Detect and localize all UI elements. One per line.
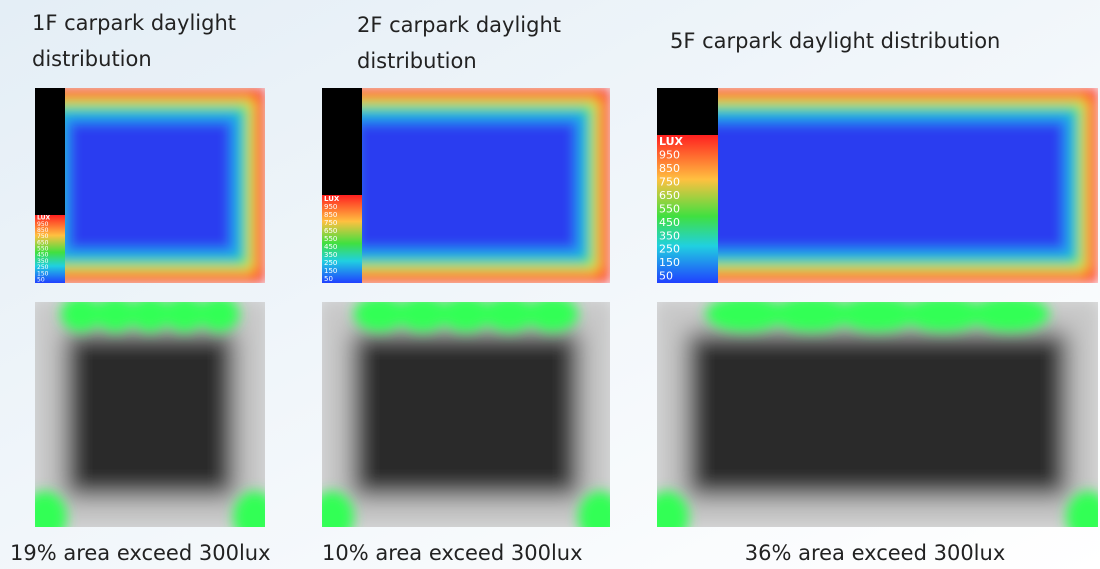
legend-label: 650	[37, 239, 49, 246]
threshold-map	[35, 302, 265, 527]
panel-title: distribution	[32, 47, 152, 71]
caption: 19% area exceed 300lux	[10, 541, 271, 565]
legend-label: 450	[324, 243, 337, 251]
legend-label: 150	[37, 270, 49, 277]
legend-scale	[35, 215, 65, 283]
legend-label: 950	[324, 203, 337, 211]
threshold-map	[657, 302, 1098, 527]
legend-label: 450	[659, 216, 680, 229]
legend-mask	[657, 88, 718, 135]
legend-label: 950	[37, 221, 49, 228]
legend-label: 850	[659, 162, 680, 175]
legend-label: 250	[324, 259, 337, 267]
legend-scale	[657, 135, 718, 283]
panel-title: 2F carpark daylight	[357, 13, 561, 37]
legend-label: 50	[37, 276, 45, 283]
legend-label: 350	[324, 251, 337, 259]
legend-label: 450	[37, 252, 49, 259]
legend-title: LUX	[659, 135, 684, 148]
legend-label: 750	[324, 219, 337, 227]
legend-label: 850	[324, 211, 337, 219]
caption: 36% area exceed 300lux	[745, 541, 1006, 565]
legend-title: LUX	[37, 215, 50, 222]
panel-title: 5F carpark daylight distribution	[670, 29, 1000, 53]
legend-label: 250	[659, 243, 680, 256]
panel-title: distribution	[357, 49, 477, 73]
legend-scale	[322, 195, 362, 283]
legend-label: 750	[37, 233, 49, 240]
legend-label: 150	[659, 256, 680, 269]
legend-label: 950	[659, 149, 680, 162]
legend-label: 650	[659, 189, 680, 202]
legend-mask	[322, 88, 362, 195]
legend-label: 50	[659, 270, 673, 283]
legend-label: 250	[37, 264, 49, 271]
panel-title: 1F carpark daylight	[32, 11, 236, 35]
caption: 10% area exceed 300lux	[322, 541, 583, 565]
threshold-map	[322, 302, 610, 527]
legend-label: 550	[659, 202, 680, 215]
legend-label: 150	[324, 267, 337, 275]
legend-label: 50	[324, 275, 333, 283]
legend-label: 850	[37, 227, 49, 234]
legend-label: 550	[324, 235, 337, 243]
legend-title: LUX	[324, 195, 340, 203]
legend-label: 650	[324, 227, 337, 235]
legend-label: 350	[37, 258, 49, 265]
legend-label: 750	[659, 175, 680, 188]
legend-label: 350	[659, 229, 680, 242]
legend-label: 550	[37, 246, 49, 253]
legend-mask	[35, 88, 65, 215]
